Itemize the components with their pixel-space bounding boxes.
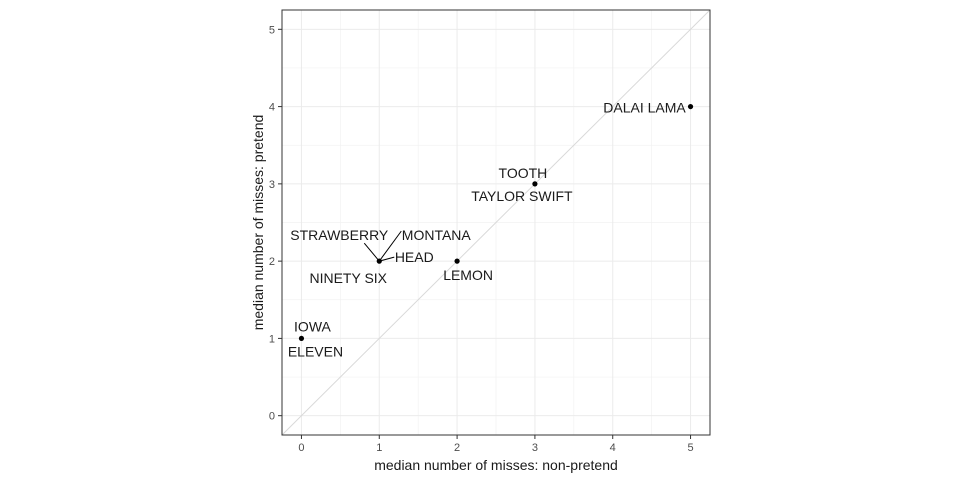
x-axis: 0 1 2 3 4 5 — [298, 435, 694, 454]
point-label: IOWA — [294, 318, 331, 334]
y-axis-title: median number of misses: pretend — [250, 115, 266, 331]
point-label: MONTANA — [402, 227, 472, 243]
point-labels: IOWA ELEVEN STRAWBERRY MONTANA HEAD NINETY SI… — [288, 100, 687, 360]
point-label: HEAD — [395, 249, 434, 265]
y-tick-label: 0 — [269, 411, 275, 423]
identity-reference-line — [281, 9, 711, 436]
data-points — [298, 103, 694, 342]
data-point — [687, 103, 694, 110]
major-gridlines — [282, 10, 710, 435]
x-tick-label: 5 — [687, 442, 693, 454]
data-point — [454, 258, 460, 264]
point-label: ELEVEN — [288, 343, 343, 359]
point-label: TAYLOR SWIFT — [471, 188, 573, 204]
label-connector — [378, 230, 402, 262]
point-label: STRAWBERRY — [290, 227, 389, 243]
data-point — [298, 335, 305, 342]
data-point — [376, 258, 382, 264]
identity-line — [281, 9, 711, 436]
data-point — [532, 181, 538, 187]
x-axis-title: median number of misses: non-pretend — [374, 457, 618, 473]
panel-border — [281, 9, 711, 436]
point-label: LEMON — [443, 267, 493, 283]
y-tick-label: 1 — [269, 333, 275, 345]
y-tick-label: 3 — [269, 179, 275, 191]
x-tick-label: 2 — [454, 442, 460, 454]
x-tick-label: 1 — [376, 442, 382, 454]
point-label: DALAI LAMA — [603, 100, 686, 116]
point-label: NINETY SIX — [309, 270, 387, 286]
x-tick-label: 0 — [298, 442, 304, 454]
point-label: TOOTH — [499, 165, 548, 181]
x-tick-label: 3 — [532, 442, 538, 454]
x-tick-label: 4 — [610, 442, 616, 454]
y-tick-label: 4 — [269, 102, 275, 114]
y-tick-label: 2 — [269, 256, 275, 268]
label-connector — [363, 242, 380, 262]
y-tick-label: 5 — [269, 24, 275, 36]
y-axis: 0 1 2 3 4 5 — [269, 24, 282, 423]
